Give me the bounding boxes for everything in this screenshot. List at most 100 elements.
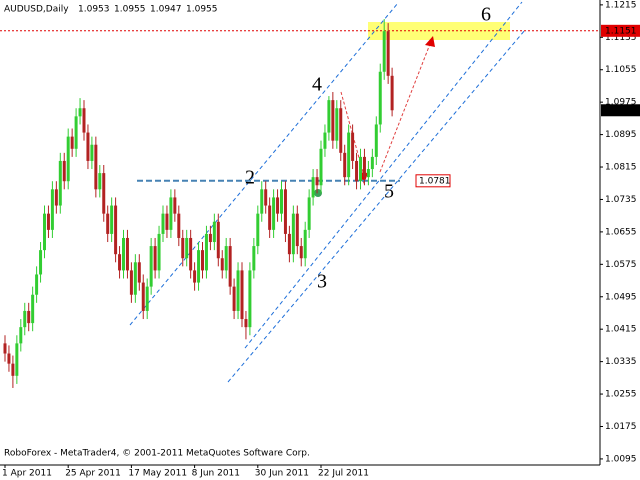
quote-value: 1.0947 bbox=[150, 5, 182, 15]
pivot-dot bbox=[314, 189, 322, 197]
candle-body bbox=[62, 160, 66, 182]
candle-body bbox=[23, 310, 27, 328]
candle-body bbox=[118, 254, 122, 271]
candle-body bbox=[370, 156, 374, 170]
candle-body bbox=[216, 221, 220, 259]
candle-body bbox=[323, 132, 327, 149]
candle-body bbox=[390, 75, 394, 111]
candle-body bbox=[331, 100, 335, 141]
candle-body bbox=[248, 270, 252, 328]
candle-body bbox=[272, 197, 276, 230]
x-tick-label: 22 Jul 2011 bbox=[318, 469, 369, 479]
candle-body bbox=[386, 31, 390, 76]
wave-label: 3 bbox=[317, 271, 327, 293]
candle-body bbox=[15, 343, 19, 376]
candle-body bbox=[145, 286, 149, 311]
candle-body bbox=[232, 286, 236, 311]
channel-line bbox=[244, 1, 523, 349]
candle-body bbox=[264, 189, 268, 206]
candle-body bbox=[161, 213, 165, 234]
y-tick-label: 1.1135 bbox=[605, 33, 637, 43]
candle-body bbox=[382, 31, 386, 72]
candle-body bbox=[256, 213, 260, 247]
candle-body bbox=[295, 213, 299, 247]
candle-body bbox=[43, 213, 46, 251]
y-tick-label: 1.0495 bbox=[605, 292, 637, 302]
candle-body bbox=[339, 108, 343, 153]
x-tick-label: 30 Jun 2011 bbox=[255, 469, 309, 479]
candle-body bbox=[359, 156, 362, 182]
candle-body bbox=[283, 189, 287, 234]
candle-body bbox=[327, 100, 331, 133]
candle-body bbox=[378, 71, 382, 125]
candle-body bbox=[212, 221, 216, 243]
candle-body bbox=[185, 237, 189, 259]
ask-label-box bbox=[601, 24, 640, 37]
level-label-box bbox=[415, 174, 451, 188]
y-tick-label: 1.0735 bbox=[605, 195, 637, 205]
candle-body bbox=[351, 132, 355, 161]
candle-body bbox=[319, 148, 323, 186]
candle-body bbox=[153, 246, 157, 271]
candle-body bbox=[189, 237, 193, 271]
wave-label: 5 bbox=[384, 181, 394, 203]
candle-body bbox=[224, 246, 228, 271]
candle-body bbox=[133, 262, 137, 295]
candle-body bbox=[54, 189, 58, 206]
candle-body bbox=[82, 108, 86, 133]
candle-body bbox=[70, 136, 74, 149]
candle-body bbox=[291, 213, 295, 255]
quote-value: 1.0953 bbox=[78, 5, 110, 15]
candle-body bbox=[228, 246, 232, 287]
y-tick-label: 1.0095 bbox=[605, 454, 637, 464]
quote-value: 1.0955 bbox=[186, 5, 218, 15]
candle-body bbox=[177, 213, 181, 238]
candle-body bbox=[193, 270, 197, 283]
y-tick-label: 1.0335 bbox=[605, 357, 637, 367]
candle-body bbox=[204, 233, 208, 271]
candle-body bbox=[173, 197, 177, 214]
candle-body bbox=[260, 189, 264, 214]
candle-body bbox=[39, 250, 43, 275]
y-tick-label: 1.0815 bbox=[605, 163, 637, 173]
candle-body bbox=[102, 173, 106, 214]
candle-body bbox=[201, 250, 204, 271]
candle-body bbox=[252, 246, 256, 271]
candle-body bbox=[343, 152, 347, 178]
candle-body bbox=[335, 108, 339, 141]
candle-body bbox=[280, 189, 283, 214]
candle-body bbox=[74, 116, 78, 149]
quote-value: 1.0955 bbox=[114, 5, 146, 15]
candle-body bbox=[86, 132, 90, 161]
y-tick-label: 1.0175 bbox=[605, 422, 637, 432]
candle-body bbox=[169, 197, 173, 230]
arrow-line bbox=[379, 43, 431, 173]
arrow-head bbox=[425, 36, 435, 47]
candle-body bbox=[114, 205, 118, 255]
y-tick-label: 1.0655 bbox=[605, 227, 637, 237]
candle-body bbox=[311, 177, 315, 198]
candle-body bbox=[307, 197, 311, 230]
candle-body bbox=[137, 262, 141, 283]
candle-body bbox=[276, 197, 280, 214]
x-tick-label: 25 Apr 2011 bbox=[65, 469, 121, 479]
candle-body bbox=[3, 343, 7, 354]
candle-body bbox=[122, 237, 125, 271]
y-tick-label: 1.0895 bbox=[605, 130, 637, 140]
x-tick-label: 1 Apr 2011 bbox=[2, 469, 52, 479]
footer: RoboForex - MetaTrader4, © 2001-2011 Met… bbox=[4, 449, 310, 459]
candle-body bbox=[366, 169, 370, 178]
bid-label: 1.0955 bbox=[605, 106, 637, 116]
candle-body bbox=[374, 124, 378, 157]
x-tick-label: 17 May 2011 bbox=[128, 469, 187, 479]
candle-body bbox=[11, 363, 15, 376]
level-label: 1.0781 bbox=[419, 176, 451, 186]
candle-body bbox=[287, 233, 291, 255]
candle-body bbox=[303, 229, 307, 259]
candle-body bbox=[315, 177, 319, 186]
y-tick-label: 1.0255 bbox=[605, 390, 637, 400]
candle-body bbox=[19, 327, 23, 344]
candle-body bbox=[94, 144, 98, 190]
candle-body bbox=[208, 233, 212, 243]
